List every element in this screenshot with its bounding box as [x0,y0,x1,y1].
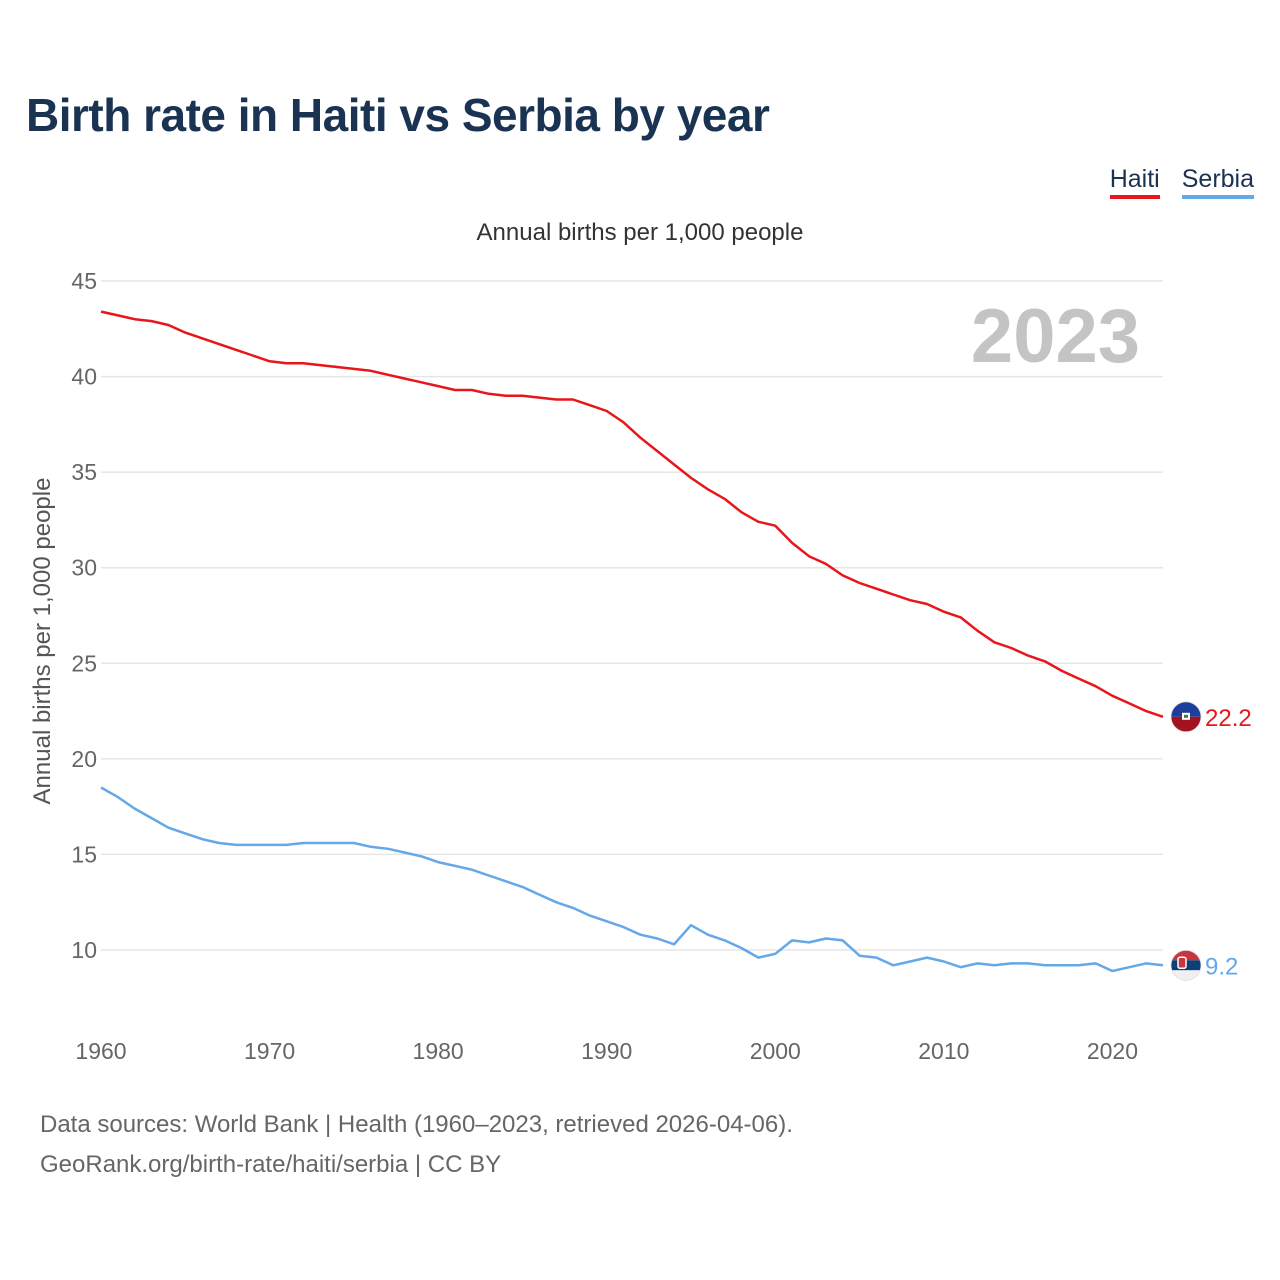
legend-item-serbia[interactable]: Serbia [1181,165,1254,199]
y-tick-label: 35 [71,459,97,485]
x-tick-label: 1980 [413,1038,464,1064]
end-markers: 22.2 9.2 [1170,701,1252,981]
chart-subtitle: Annual births per 1,000 people [477,219,804,246]
x-tick-label: 2020 [1087,1038,1138,1064]
series-line-haiti[interactable] [100,310,1164,718]
end-label-serbia: 9.2 [1205,953,1238,980]
series-lines [100,310,1164,973]
x-tick-label: 1970 [244,1038,295,1064]
page-title: Birth rate in Haiti vs Serbia by year [26,89,770,141]
y-axis-ticks: 10 15 20 25 30 35 40 45 [71,268,97,963]
legend-item-haiti[interactable]: Haiti [1109,165,1160,199]
flag-icon-serbia [1170,949,1202,981]
x-axis-ticks: 1960 1970 1980 1990 2000 2010 2020 [75,1038,1138,1064]
y-tick-label: 25 [71,650,97,676]
flag-icon-haiti [1170,701,1202,733]
y-tick-label: 45 [71,268,97,294]
footer: Data sources: World Bank | Health (1960–… [40,1105,793,1185]
grid-lines [101,280,1163,951]
series-line-serbia[interactable] [100,786,1164,973]
x-tick-label: 2010 [918,1038,969,1064]
x-tick-label: 1990 [581,1038,632,1064]
y-axis-title: Annual births per 1,000 people [29,478,56,805]
legend: Haiti Serbia [1109,165,1254,199]
end-label-haiti: 22.2 [1205,705,1252,732]
y-tick-label: 20 [71,746,97,772]
y-tick-label: 10 [71,937,97,963]
year-watermark: 2023 [971,294,1140,379]
x-tick-label: 1960 [75,1038,126,1064]
y-tick-label: 30 [71,555,97,581]
footer-sources: Data sources: World Bank | Health (1960–… [40,1111,793,1138]
footer-link[interactable]: GeoRank.org/birth-rate/haiti/serbia | CC… [40,1151,502,1178]
y-tick-label: 40 [71,364,97,390]
x-tick-label: 2000 [750,1038,801,1064]
y-tick-label: 15 [71,841,97,867]
